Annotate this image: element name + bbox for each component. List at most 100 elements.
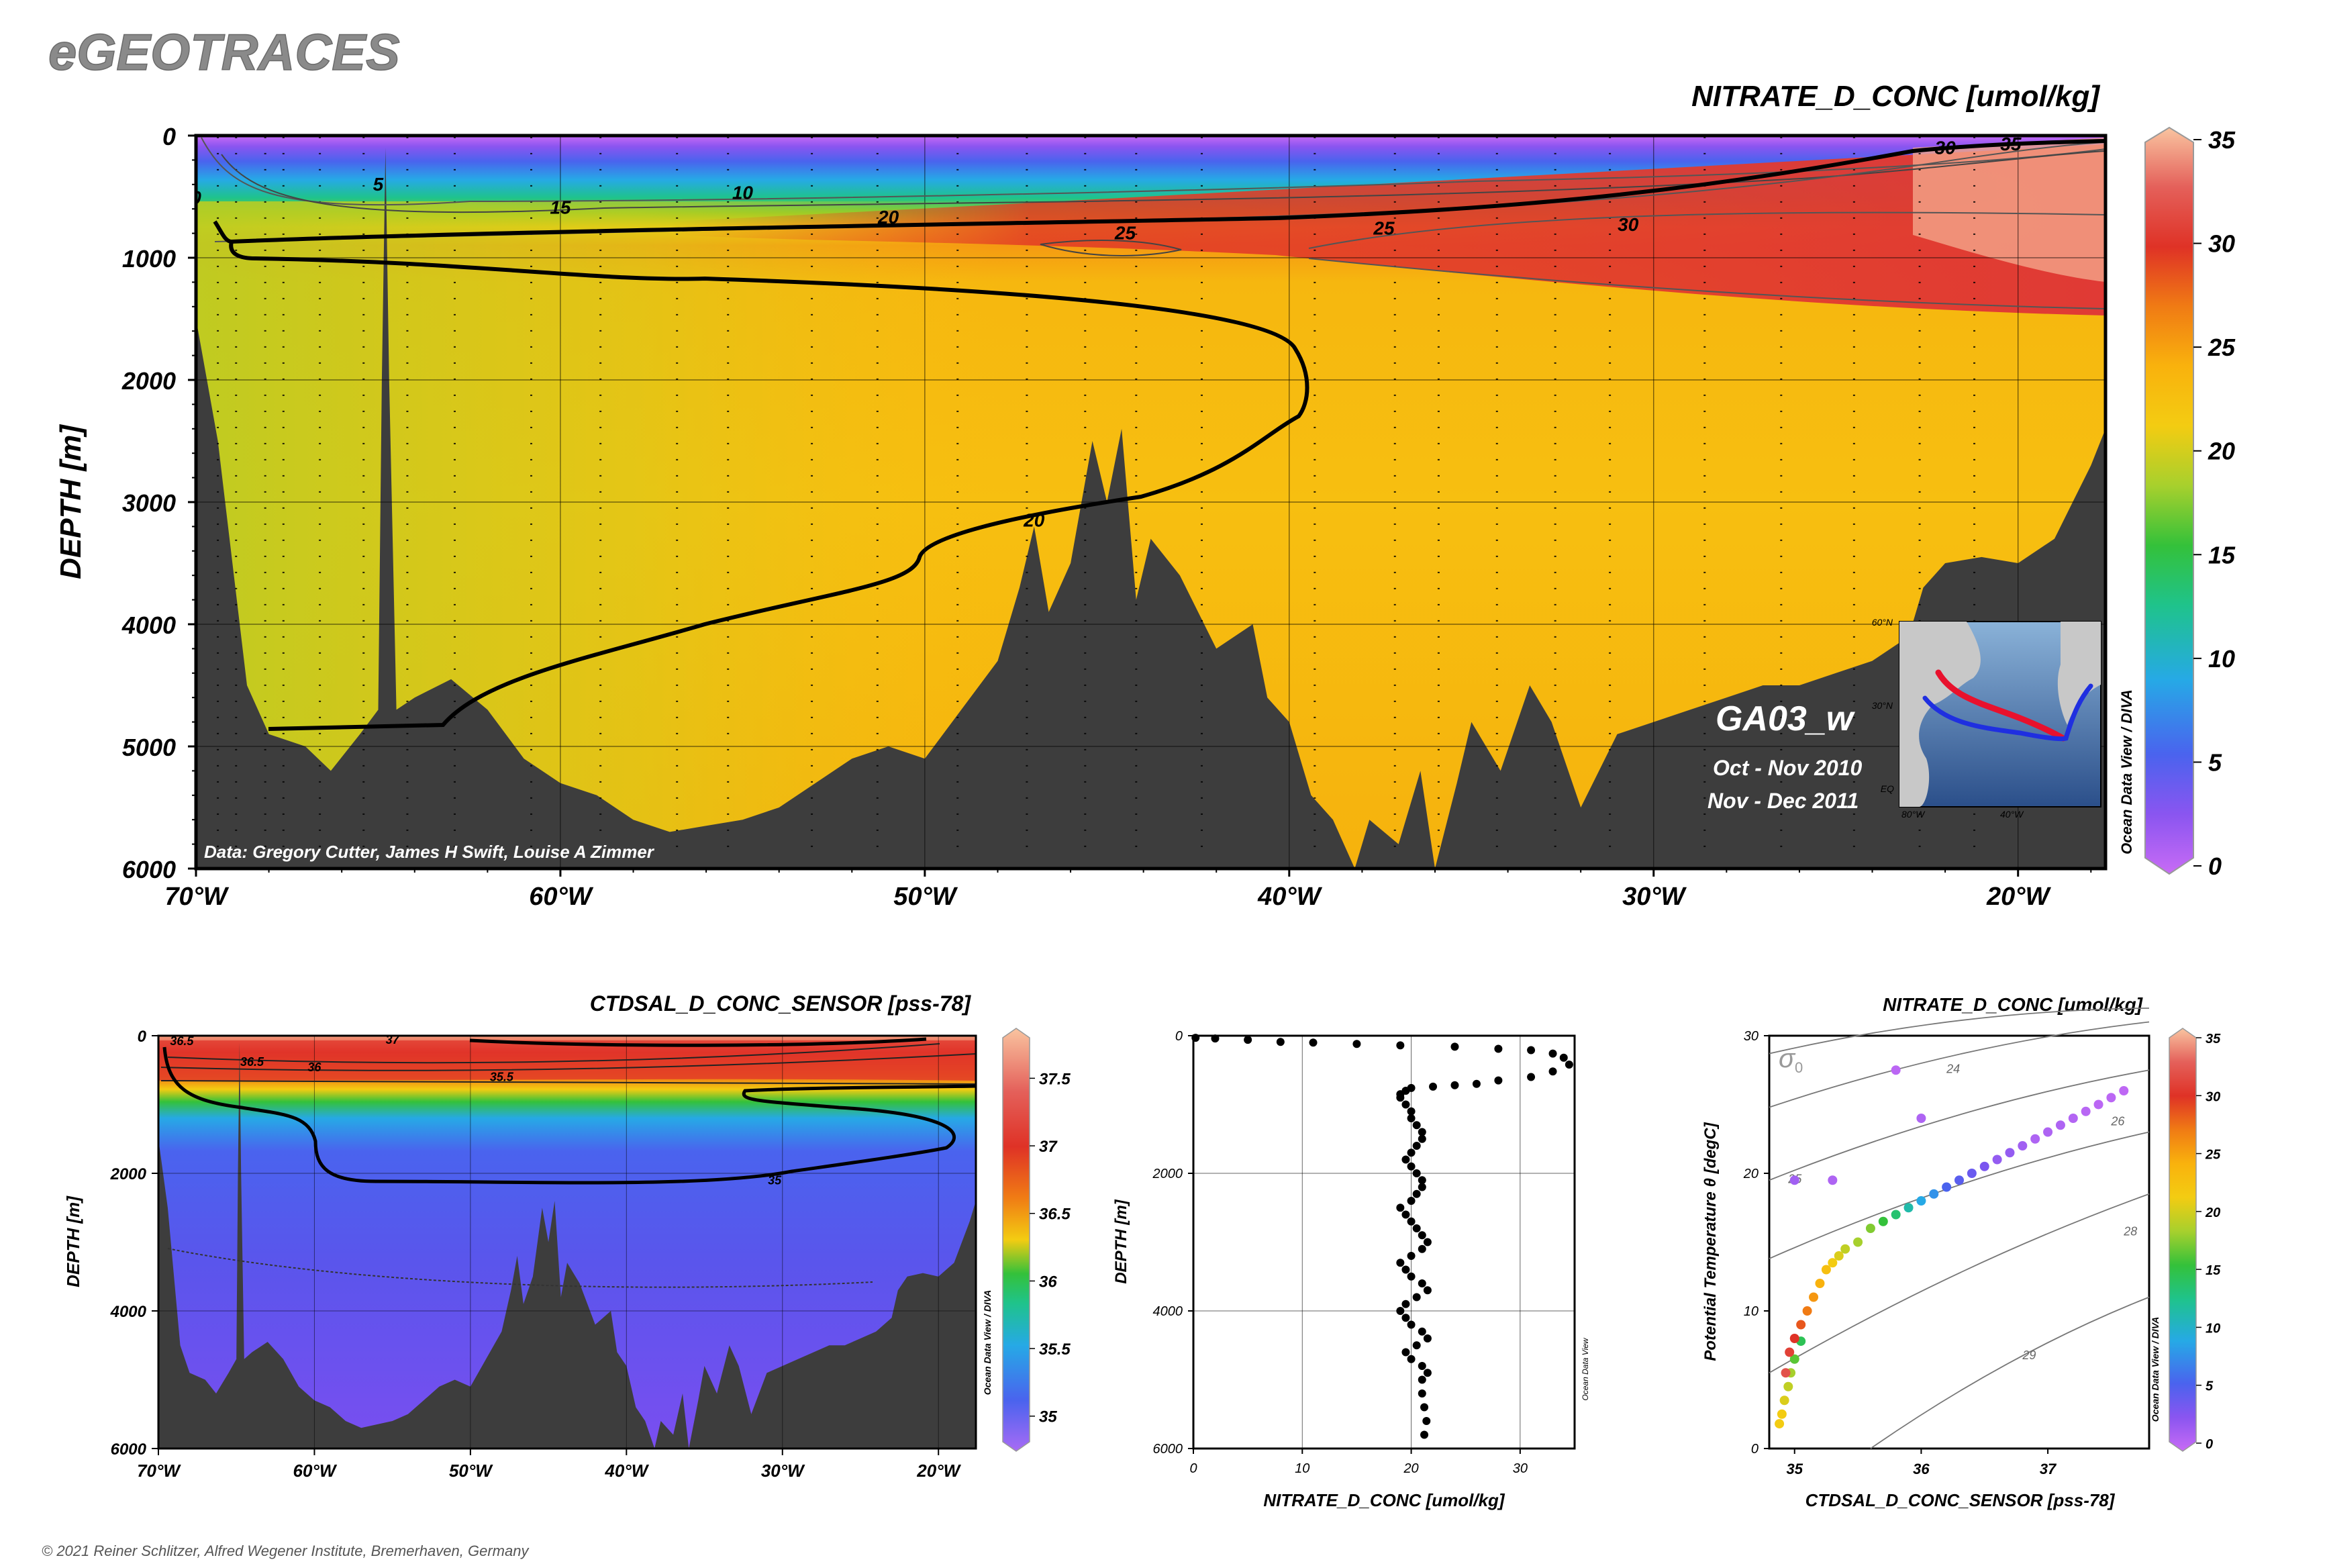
inset-lon-40: 40°W [2000,809,2024,820]
profile-point [1396,1259,1405,1267]
salinity-x-tick-label: 60°W [293,1461,338,1481]
contour-label: 20 [1023,509,1045,530]
nitrate-grid [196,136,2106,869]
profile-point [1396,1093,1405,1102]
ts-point [2081,1106,2091,1116]
ts-point [2068,1114,2078,1123]
ts-point [1834,1251,1844,1261]
ts-point [1777,1409,1787,1419]
profile-point [1401,1210,1410,1219]
contour-label: 20 [877,207,899,228]
profile-point [1472,1079,1481,1088]
profile-xlabel: NITRATE_D_CONC [umol/kg] [1263,1490,1505,1510]
sigma-symbol: σ [1779,1044,1796,1073]
profile-point [1407,1272,1416,1281]
salinity-cbar-label: 35 [1039,1408,1057,1426]
profile-x-tick-label: 10 [1295,1461,1309,1476]
salinity-x-tick-label: 30°W [761,1461,805,1481]
ts-point [1789,1175,1799,1185]
profile-point [1309,1038,1318,1047]
contour-25-a [1040,240,1182,256]
ts-ylabel: Potential Temperature θ [degC] [1701,1122,1720,1361]
profile-x-tick-label: 0 [1189,1461,1197,1476]
nitrate-y-tick-label: 1000 [122,245,176,273]
isopycnal-label: 24 [1946,1062,1960,1075]
salinity-contour-label: 37 [386,1033,400,1046]
profile-point [1352,1040,1361,1048]
contour-20-upper [213,139,2106,244]
ts-point [1942,1182,1952,1192]
nitrate-y-tick-label: 6000 [122,856,176,883]
contour-label: 35 [2000,134,2022,154]
profile-point [1401,1314,1410,1322]
ts-point [1929,1189,1939,1199]
nitrate-cbar-label: 20 [2208,438,2235,465]
salinity-contour-label: 36 [307,1061,321,1074]
ts-cbar-label: 5 [2206,1379,2214,1394]
data-credit: Data: Gregory Cutter, James H Swift, Lou… [204,842,655,862]
ts-point [2043,1127,2053,1137]
section-name: GA03_w [1716,699,1856,738]
profile-point [1418,1134,1426,1143]
salinity-seafloor [158,1042,976,1449]
profile-point [1396,1204,1405,1212]
profile-point [1420,1403,1429,1412]
contour-labels: 0 5 10 15 20 25 25 30 30 35 20 [191,134,2022,530]
profile-point [1412,1121,1421,1130]
nitrate-cbar-label: 5 [2208,748,2222,776]
profile-point [1418,1244,1426,1253]
nitrate-x-tick-label: 60°W [529,883,593,911]
ts-point [1891,1210,1901,1220]
nitrate-x-tick-label: 50°W [893,883,958,911]
ts-point [1865,1224,1875,1233]
profile-point [1407,1162,1416,1171]
salinity-cbar-label: 37.5 [1039,1070,1071,1088]
ts-point [1828,1258,1838,1268]
salinity-y-tick-label: 6000 [111,1440,147,1459]
inset-map: 60°N 30°N EQ 80°W 40°W [1872,617,2101,820]
ts-cbar-label: 35 [2206,1032,2221,1046]
salinity-title: CTDSAL_D_CONC_SENSOR [pss-78] [590,991,972,1016]
profile-y-tick-label: 2000 [1152,1167,1183,1181]
nitrate-cbar-label: 25 [2208,334,2236,361]
ts-colorbar: 0 5 10 15 20 25 30 35 [2169,1028,2221,1452]
contour-10 [221,150,2106,213]
profile-y-tick-label: 0 [1175,1029,1183,1044]
nitrate-cbar-label: 35 [2208,126,2236,154]
ts-x-tick-label: 37 [2040,1461,2057,1477]
contour-label: 0 [191,187,201,208]
profile-point [1407,1148,1416,1157]
profile-point [1244,1036,1252,1044]
nitrate-x-tick-label: 20°W [1986,883,2051,911]
isopycnal-line [1870,1296,2150,1449]
nitrate-x-tick-label: 30°W [1622,883,1687,911]
ts-point [1916,1114,1926,1123]
profile-point [1527,1073,1536,1081]
inset-lat-30: 30°N [1872,700,1893,711]
nitrate-colorbar: 0 5 10 15 20 25 30 35 [2144,126,2236,880]
profile-point [1401,1155,1410,1164]
profile-point [1548,1049,1557,1058]
ts-point [1789,1354,1799,1364]
profile-point [1396,1041,1405,1050]
inset-track-2010 [1922,683,2093,742]
ts-point [2119,1086,2129,1095]
contour-label: 15 [550,197,571,217]
odv-credit-salinity: Ocean Data View / DIVA [982,1290,993,1395]
profile-point [1418,1389,1426,1398]
ts-point [2005,1148,2015,1158]
contour-label: 25 [1373,217,1395,238]
profile-point [1450,1042,1459,1051]
salinity-section-chart: CTDSAL_D_CONC_SENSOR [pss-78] 36.5 36.5 37… [63,991,1071,1481]
ts-point [1967,1169,1977,1178]
profile-point [1407,1355,1416,1363]
ts-y-tick-label: 10 [1744,1304,1759,1319]
nitrate-axes: 70°W 60°W 50°W 40°W 30°W 20°W 0 1000 2000 3000 400… [121,123,2092,911]
ts-diagram-chart: NITRATE_D_CONC [umol/kg] 24 25 26 28 29 35 36… [1701,994,2221,1510]
nitrate-y-tick-label: 3000 [122,489,176,517]
profile-point [1412,1293,1421,1302]
profile-point [1407,1320,1416,1329]
salinity-y-tick-label: 0 [138,1028,147,1046]
ts-point [1891,1065,1901,1075]
profile-point [1191,1034,1200,1042]
